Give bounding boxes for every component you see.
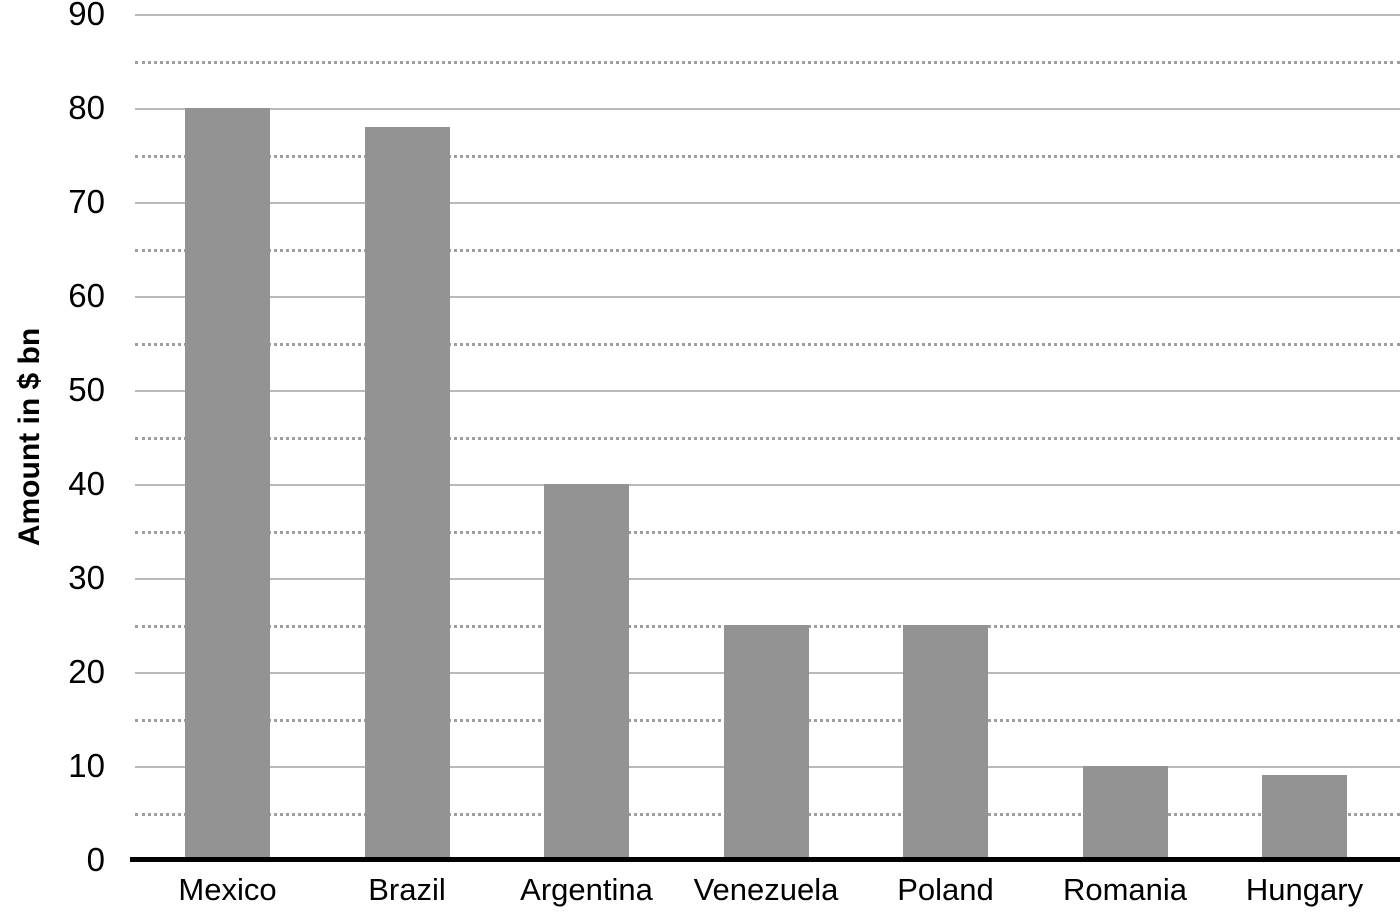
y-tick-label-90: 90	[68, 0, 105, 32]
minor-gridline-55	[135, 343, 1400, 346]
y-tick-label-70: 70	[68, 183, 105, 220]
x-category-label-brazil: Brazil	[368, 872, 446, 907]
major-gridline-40	[135, 484, 1400, 486]
y-tick-label-0: 0	[86, 841, 105, 878]
x-category-label-mexico: Mexico	[178, 872, 277, 907]
minor-gridline-45	[135, 437, 1400, 440]
x-category-label-argentina: Argentina	[520, 872, 653, 907]
y-tick-label-30: 30	[68, 559, 105, 596]
y-tick-label-40: 40	[68, 465, 105, 502]
bar-romania	[1082, 766, 1168, 860]
major-gridline-90	[135, 14, 1400, 16]
x-category-label-romania: Romania	[1062, 872, 1188, 907]
y-tick-label-60: 60	[68, 277, 105, 314]
minor-gridline-35	[135, 531, 1400, 534]
bar-venezuela	[723, 625, 809, 860]
y-tick-label-20: 20	[68, 653, 105, 690]
y-tick-label-80: 80	[68, 89, 105, 126]
bar-poland	[903, 625, 988, 860]
bar-argentina	[544, 484, 629, 860]
bar-hungary	[1262, 775, 1347, 860]
bar-mexico	[185, 108, 270, 860]
x-axis-line	[130, 857, 1400, 862]
minor-gridline-65	[135, 249, 1400, 252]
x-category-label-poland: Poland	[897, 872, 994, 907]
y-axis-title: Amount in $ bn	[13, 327, 46, 547]
major-gridline-70	[135, 202, 1400, 204]
y-tick-label-50: 50	[68, 371, 105, 408]
minor-gridline-75	[135, 155, 1400, 158]
x-category-label-venezuela: Venezuela	[693, 872, 839, 907]
minor-gridline-85	[135, 61, 1400, 64]
major-gridline-50	[135, 390, 1400, 392]
y-tick-label-10: 10	[68, 747, 105, 784]
major-gridline-80	[135, 108, 1400, 110]
major-gridline-30	[135, 578, 1400, 580]
major-gridline-60	[135, 296, 1400, 298]
bar-brazil	[364, 126, 450, 860]
x-category-label-hungary: Hungary	[1245, 872, 1364, 907]
